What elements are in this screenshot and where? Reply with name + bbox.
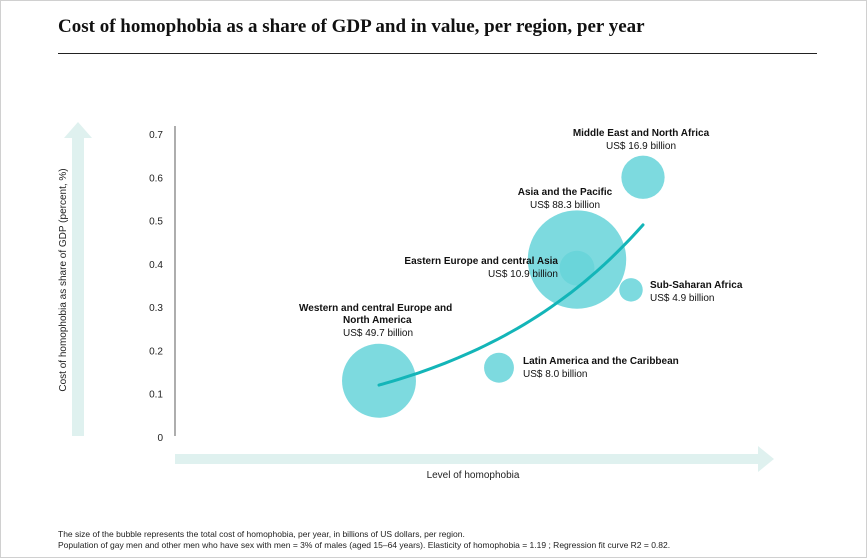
bubble-region-label: Latin America and the Caribbean bbox=[523, 356, 679, 367]
y-tick-label: 0.2 bbox=[149, 346, 163, 357]
chart-canvas: 0 0.1 0.2 0.3 0.4 0.5 0.6 0.7 Cost of homophobi… bbox=[58, 122, 774, 481]
chart-title: Cost of homophobia as a share of GDP and… bbox=[58, 16, 645, 37]
bubble-region-label: Asia and the Pacific bbox=[518, 187, 613, 198]
bubble-region-label: Western and central Europe and bbox=[299, 303, 452, 314]
bubble bbox=[342, 343, 416, 418]
y-tick-label: 0.3 bbox=[149, 303, 163, 314]
y-tick-label: 0.1 bbox=[149, 390, 163, 401]
bubble bbox=[621, 155, 665, 199]
y-axis-arrow bbox=[64, 122, 92, 436]
bubble-value-label: US$ 10.9 billion bbox=[488, 269, 558, 280]
y-tick-label: 0.7 bbox=[149, 130, 163, 141]
bubble-value-label: US$ 49.7 billion bbox=[343, 328, 413, 339]
title-rule bbox=[58, 53, 817, 54]
x-axis-arrow bbox=[175, 446, 774, 472]
bubble-region-label: Eastern Europe and central Asia bbox=[404, 256, 558, 267]
y-axis-label: Cost of homophobia as share of GDP (perc… bbox=[58, 168, 69, 391]
x-axis-label: Level of homophobia bbox=[427, 470, 520, 481]
footnote: The size of the bubble represents the to… bbox=[58, 529, 670, 551]
bubble-value-label: US$ 16.9 billion bbox=[606, 141, 676, 152]
regression-fit-curve bbox=[377, 223, 645, 387]
bubble-layer bbox=[342, 155, 665, 418]
footnote-line-1: The size of the bubble represents the to… bbox=[58, 529, 465, 539]
y-tick-label: 0 bbox=[157, 433, 163, 444]
footnote-line-2: Population of gay men and other men who … bbox=[58, 540, 671, 550]
bubble bbox=[559, 250, 595, 286]
y-tick-label: 0.4 bbox=[149, 260, 163, 271]
y-tick-labels: 0 0.1 0.2 0.3 0.4 0.5 0.6 0.7 bbox=[149, 130, 163, 444]
bubble-value-label: US$ 4.9 billion bbox=[650, 293, 714, 304]
bubble bbox=[619, 278, 643, 302]
bubble bbox=[484, 352, 514, 383]
bubble-region-label: Sub-Saharan Africa bbox=[650, 280, 743, 291]
y-tick-label: 0.6 bbox=[149, 173, 163, 184]
bubble-value-label: US$ 88.3 billion bbox=[530, 200, 600, 211]
bubble-value-label: US$ 8.0 billion bbox=[523, 369, 587, 380]
bubble-region-label: North America bbox=[343, 315, 412, 326]
bubble-region-label: Middle East and North Africa bbox=[573, 128, 710, 139]
y-tick-label: 0.5 bbox=[149, 217, 163, 228]
